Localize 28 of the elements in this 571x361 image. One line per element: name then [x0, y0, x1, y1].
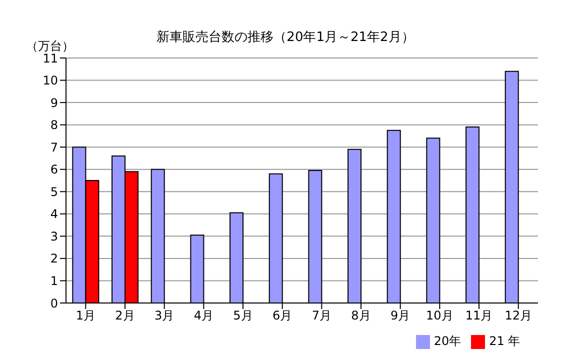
y-tick-label: 8 — [50, 118, 58, 132]
y-tick-label: 5 — [50, 184, 58, 199]
x-tick-label: 3月 — [154, 308, 174, 323]
y-tick-label: 7 — [50, 140, 58, 154]
chart-title: 新車販売台数の推移（20年1月～21年2月） — [156, 30, 414, 45]
legend-label: 21 年 — [489, 334, 520, 348]
y-tick-label: 9 — [50, 96, 58, 110]
x-tick-label: 12月 — [504, 308, 532, 323]
x-tick-label: 4月 — [194, 308, 214, 323]
y-axis-title: （万台） — [26, 38, 74, 54]
y-tick-label: 10 — [42, 74, 58, 88]
y-tick-label: 6 — [50, 162, 58, 177]
x-tick-label: 7月 — [312, 308, 332, 323]
y-tick-label: 3 — [50, 229, 58, 244]
x-tick-label: 11月 — [465, 308, 493, 323]
y-tick-label: 0 — [50, 296, 58, 310]
legend-label: 20年 — [434, 334, 462, 348]
x-tick-label: 6月 — [272, 308, 292, 323]
y-tick-label: 4 — [50, 207, 58, 222]
x-tick-label: 8月 — [351, 308, 371, 323]
x-tick-label: 5月 — [233, 308, 253, 323]
x-tick-label: 9月 — [390, 308, 410, 323]
x-tick-label: 2月 — [115, 308, 135, 323]
x-tick-label: 10月 — [426, 308, 454, 323]
y-tick-label: 2 — [50, 252, 58, 266]
y-tick-label: 11 — [42, 51, 58, 66]
x-tick-label: 1月 — [76, 308, 96, 323]
y-tick-label: 1 — [50, 274, 58, 288]
